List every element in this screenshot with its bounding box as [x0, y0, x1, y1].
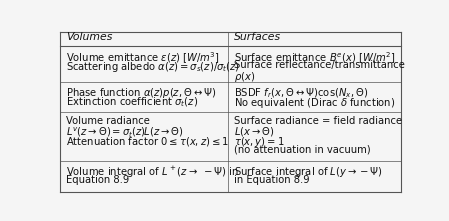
Text: Surface reflectance/transmittance: Surface reflectance/transmittance: [234, 60, 405, 70]
Text: Surface radiance = field radiance: Surface radiance = field radiance: [234, 116, 402, 126]
Text: No equivalent (Dirac $\delta$ function): No equivalent (Dirac $\delta$ function): [234, 96, 395, 110]
Text: Volumes: Volumes: [66, 32, 112, 42]
Text: Attenuation factor $0 \leq \tau(x, z) \leq 1$: Attenuation factor $0 \leq \tau(x, z) \l…: [66, 135, 229, 148]
Text: BSDF $f_r(x, \Theta \leftrightarrow \Psi)\cos(N_x, \Theta)$: BSDF $f_r(x, \Theta \leftrightarrow \Psi…: [234, 86, 368, 100]
Text: Phase function $\alpha(z)p(z, \Theta \leftrightarrow \Psi)$: Phase function $\alpha(z)p(z, \Theta \le…: [66, 86, 216, 100]
Text: $\rho(x)$: $\rho(x)$: [234, 70, 255, 84]
Text: Volume radiance: Volume radiance: [66, 116, 150, 126]
Text: Extinction coefficient $\sigma_t(z)$: Extinction coefficient $\sigma_t(z)$: [66, 96, 198, 109]
Text: Volume integral of $L^+(z \rightarrow \ -\Psi)$ in: Volume integral of $L^+(z \rightarrow \ …: [66, 165, 239, 180]
Text: Scattering albedo $\alpha(z) = \sigma_s(z)/\sigma_t(z)$: Scattering albedo $\alpha(z) = \sigma_s(…: [66, 60, 240, 74]
Text: $L^v(z \rightarrow \Theta) = \sigma_t(z)L(z \rightarrow \Theta)$: $L^v(z \rightarrow \Theta) = \sigma_t(z)…: [66, 126, 184, 139]
Text: (no attenuation in vacuum): (no attenuation in vacuum): [234, 145, 370, 155]
Text: Equation 8.9: Equation 8.9: [66, 175, 129, 185]
Text: Surface emittance $B^e(x)$ $[W/m^2]$: Surface emittance $B^e(x)$ $[W/m^2]$: [234, 50, 396, 66]
Text: Surface integral of $L(y \rightarrow -\Psi)$: Surface integral of $L(y \rightarrow -\P…: [234, 165, 383, 179]
Text: Surfaces: Surfaces: [234, 32, 281, 42]
Text: Volume emittance $\epsilon(z)$ $[W/m^3]$: Volume emittance $\epsilon(z)$ $[W/m^3]$: [66, 50, 220, 66]
Text: $\tau(x,y) = 1$: $\tau(x,y) = 1$: [234, 135, 284, 149]
Text: $L(x \rightarrow \Theta)$: $L(x \rightarrow \Theta)$: [234, 126, 274, 139]
Text: in Equation 8.9: in Equation 8.9: [234, 175, 309, 185]
